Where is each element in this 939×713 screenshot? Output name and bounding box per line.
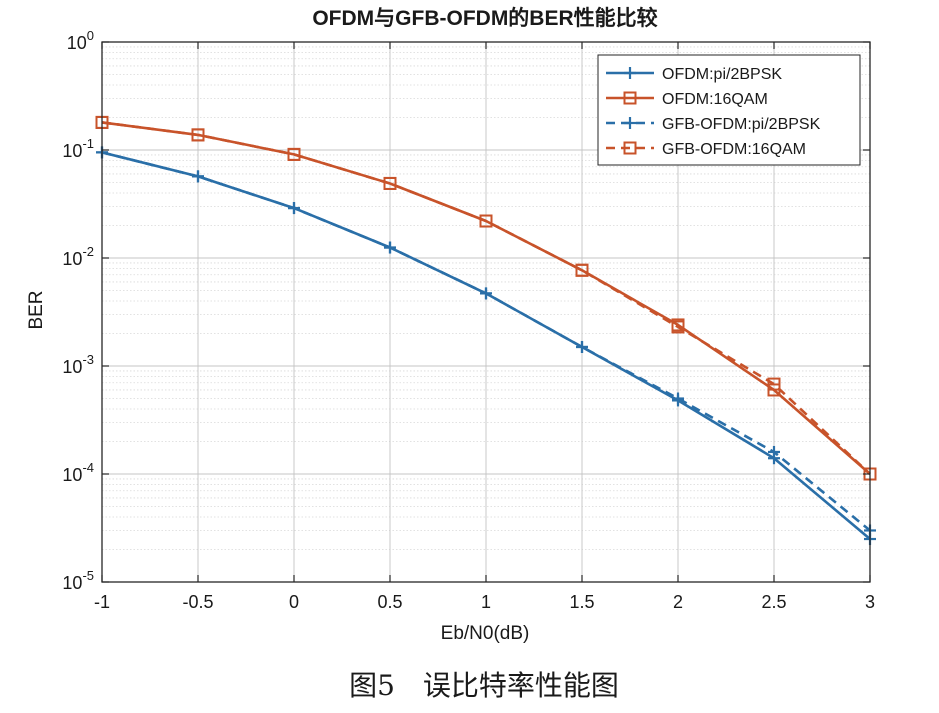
data-point [288,202,300,215]
y-tick-label: 10-1 [62,136,94,161]
x-axis-label: Eb/N0(dB) [441,623,530,644]
x-tick-label: -1 [94,592,110,612]
data-point [479,214,493,228]
series-layer [95,115,877,546]
data-point [672,394,684,407]
legend-entry: GFB-OFDM:16QAM [606,141,806,158]
legend-label: OFDM:pi/2BPSK [662,66,782,83]
figure-caption: 图5 误比特率性能图 [349,669,619,702]
legend-label: OFDM:16QAM [662,91,768,108]
y-tick-label: 100 [67,28,94,53]
data-point [192,170,204,183]
legend-entry: OFDM:16QAM [606,91,768,108]
legend-marker [623,141,637,155]
x-tick-label: 2.5 [761,592,786,612]
legend-entry: GFB-OFDM:pi/2BPSK [606,116,821,133]
legend-entry: OFDM:pi/2BPSK [606,66,782,83]
data-point [575,263,589,277]
x-tick-label: 1 [481,592,491,612]
y-tick-label: 10-5 [62,568,94,593]
data-point [768,452,780,465]
x-tick-label: -0.5 [182,592,213,612]
chart-title: OFDM与GFB-OFDM的BER性能比较 [312,6,657,30]
data-point [287,147,301,161]
legend-label: GFB-OFDM:pi/2BPSK [662,116,821,133]
x-tick-label: 2 [673,592,683,612]
legend-marker [624,67,636,79]
x-tick-label: 3 [865,592,875,612]
legend-marker [624,117,636,129]
series-line [101,121,871,475]
x-tick-label: 0 [289,592,299,612]
x-tick-label: 0.5 [377,592,402,612]
data-point [383,176,397,190]
axis-ticks: -1 -0.5 0 0.5 1 1.5 2 2.5 3 100 10-1 10-2 10-3 10-4 10… [62,28,875,612]
data-point [480,287,492,300]
data-point [576,340,588,353]
y-tick-label: 10-3 [62,352,94,377]
data-point [671,318,685,332]
y-axis-label: BER [26,290,47,329]
y-tick-label: 10-4 [62,460,94,485]
legend: OFDM:pi/2BPSK OFDM:16QAM GFB-OFDM:pi/2BPSK… [597,54,861,166]
data-point [767,383,781,397]
legend-marker [623,91,637,105]
data-point [384,241,396,254]
y-tick-label: 10-2 [62,244,94,269]
data-point [191,128,205,142]
legend-label: GFB-OFDM:16QAM [662,141,806,158]
x-tick-label: 1.5 [569,592,594,612]
